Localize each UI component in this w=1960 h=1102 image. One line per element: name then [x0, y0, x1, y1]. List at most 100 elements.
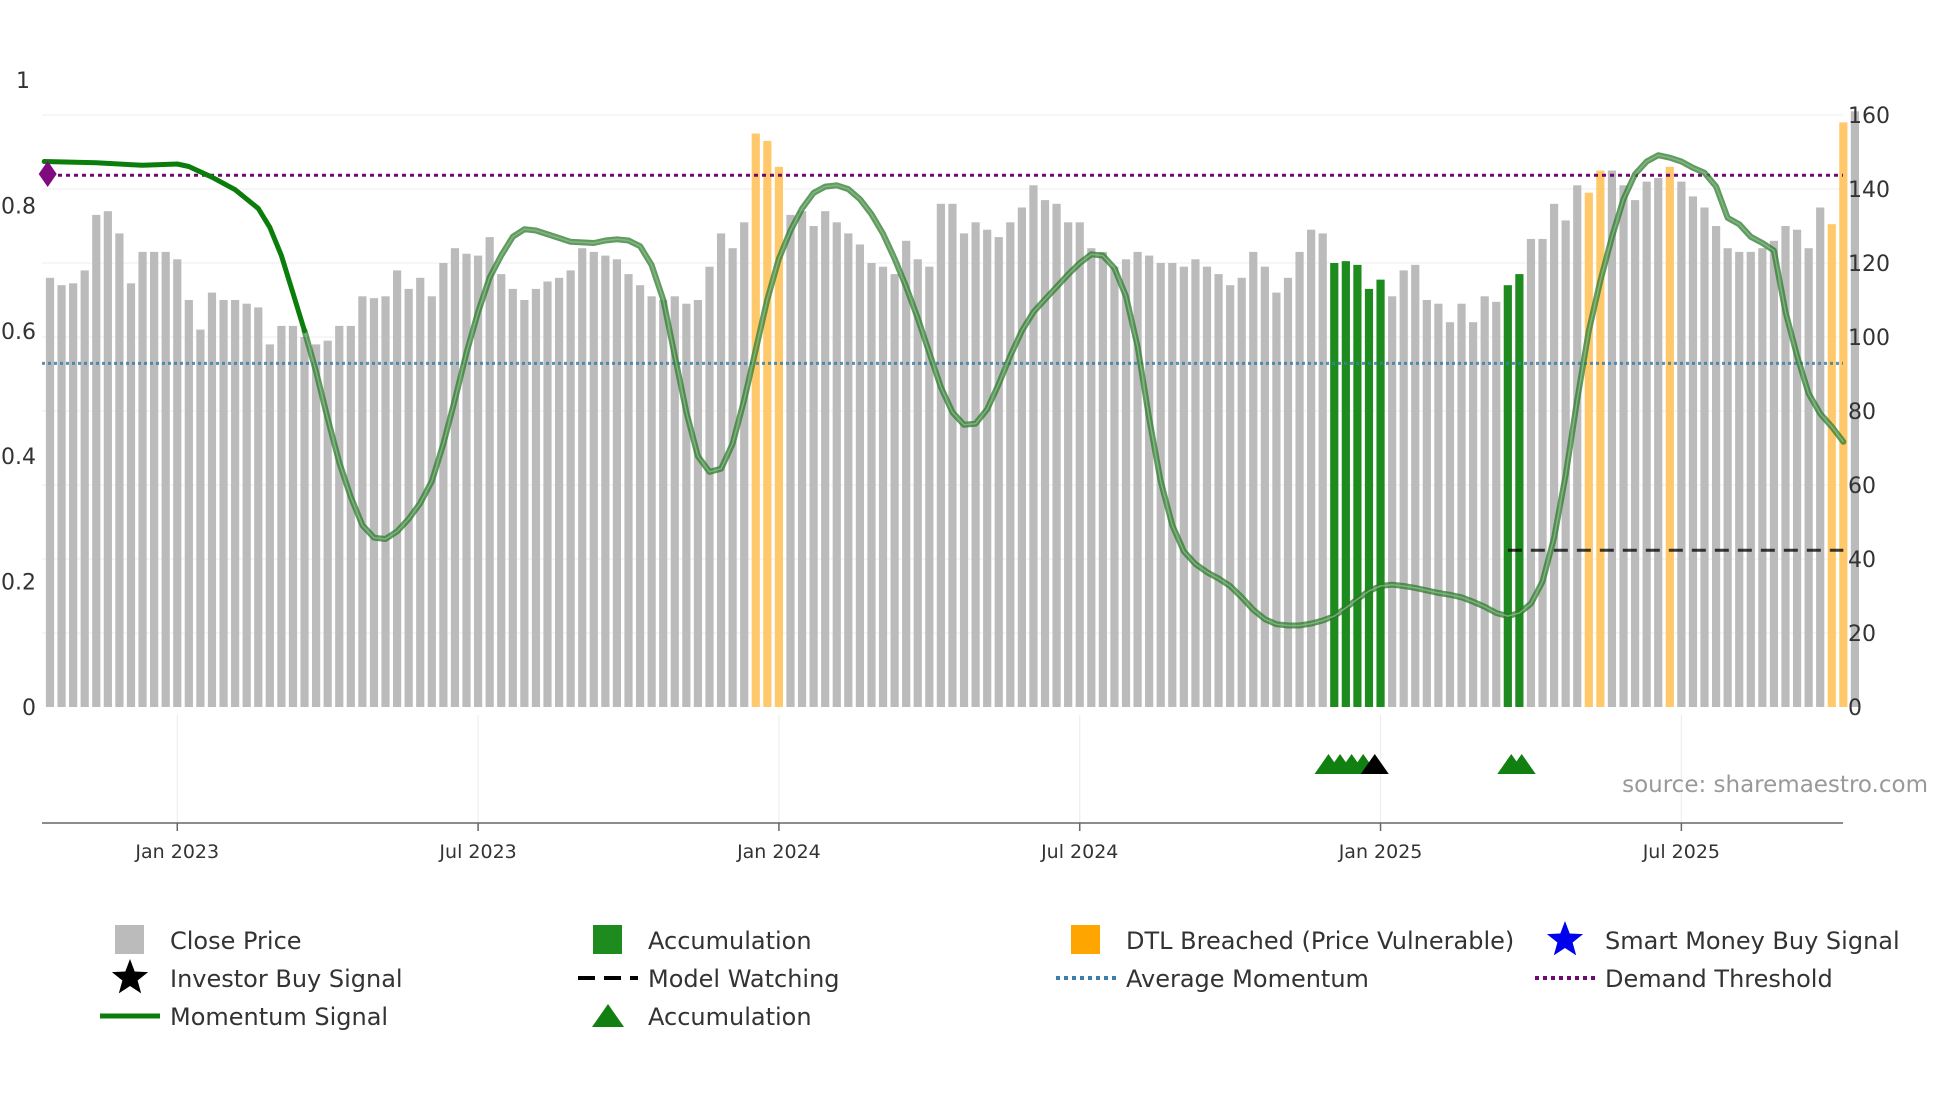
close-price-bar [1202, 266, 1212, 707]
close-price-bar [80, 270, 89, 707]
signal-markers [38, 161, 1536, 774]
close-price-bar [1723, 248, 1732, 707]
close-price-bar [1110, 266, 1119, 707]
close-price-bar [1781, 226, 1790, 707]
close-price-bar [1735, 251, 1744, 707]
legend-label: Investor Buy Signal [170, 965, 403, 993]
close-price-bar [1434, 303, 1443, 707]
close-price-bar [92, 214, 101, 707]
accumulation-bar [1515, 274, 1524, 707]
legend-triangle-icon [592, 1004, 624, 1027]
close-price-bar [925, 266, 934, 707]
close-price-bar [1816, 207, 1825, 707]
close-price-bar [612, 259, 622, 707]
close-price-bar [115, 233, 124, 707]
close-price-bar [497, 274, 506, 707]
close-price-bar [1758, 248, 1767, 707]
close-price-bar [1619, 185, 1628, 708]
close-price-bar [1642, 181, 1651, 708]
close-price-bar [1272, 292, 1281, 707]
close-price-bar [1226, 285, 1235, 707]
close-price-bar [1145, 255, 1154, 707]
close-price-bar [647, 296, 656, 707]
close-price-bar [1388, 296, 1397, 707]
dtl-breached-bar [1584, 192, 1593, 707]
dtl-breached-bar [1665, 166, 1674, 708]
legend-item: Average Momentum [1056, 965, 1369, 993]
close-price-bar [103, 211, 112, 707]
close-price-bar [1017, 207, 1026, 707]
close-price-bar [207, 292, 217, 707]
close-price-bar [288, 325, 298, 707]
indicator-lines [41, 152, 1847, 629]
accumulation-marker [1507, 754, 1536, 774]
close-price-bar [335, 325, 344, 707]
legend-label: Momentum Signal [170, 1003, 388, 1031]
right-tick-label: 40 [1848, 548, 1876, 573]
close-price-bar [578, 248, 587, 707]
close-price-bar [959, 233, 969, 707]
close-price-bar [936, 203, 945, 708]
close-price-bar [844, 233, 853, 707]
close-price-bar [878, 266, 888, 707]
close-price-bar [601, 255, 610, 707]
close-price-bar [1121, 259, 1131, 707]
close-price-bar [624, 274, 633, 707]
close-price-bar [1411, 264, 1420, 707]
right-tick-label: 80 [1848, 400, 1876, 425]
close-price-bar [1538, 238, 1547, 707]
right-tick-label: 160 [1848, 104, 1890, 129]
close-price-bar [427, 296, 436, 707]
legend-label: Average Momentum [1126, 965, 1369, 993]
close-price-bar [682, 303, 691, 707]
close-price-bar [231, 300, 240, 707]
close-price-bar [797, 211, 807, 707]
legend-item: Model Watching [578, 965, 840, 993]
close-price-bar [740, 222, 749, 708]
legend-item: Close Price [115, 925, 302, 955]
close-price-bar [867, 263, 876, 707]
axes: 0 0.2 0.4 0.6 0.8 1 0 20 40 60 80 100 120 140 160 Jan 2… [1, 69, 1890, 863]
legend-star-icon [111, 959, 149, 994]
close-price-bar [265, 344, 274, 707]
legend-item: Accumulation [592, 1003, 812, 1031]
start-marker [38, 161, 57, 188]
close-price-bar [300, 337, 309, 707]
close-price-bar [277, 325, 286, 707]
close-price-bar [1792, 229, 1802, 707]
accumulation-bar [1376, 279, 1385, 707]
legend-item: Momentum Signal [100, 1003, 388, 1031]
close-price-bar [1711, 226, 1721, 707]
close-price-bar [809, 226, 818, 707]
legend-square-icon [593, 925, 622, 954]
close-price-bar [994, 237, 1003, 707]
accumulation-bar [1503, 285, 1512, 707]
close-price-bar [1492, 301, 1501, 707]
close-price-bar [1573, 185, 1582, 708]
left-tick-label: 0.4 [1, 445, 36, 470]
close-price-bar [242, 303, 251, 707]
accumulation-bar [1353, 264, 1362, 707]
close-price-bar [473, 255, 483, 707]
close-price-bar [1630, 200, 1640, 707]
close-price-bar [786, 214, 795, 707]
close-price-bar [126, 283, 136, 707]
left-tick-label: 0.6 [1, 320, 36, 345]
close-price-bar [832, 222, 841, 708]
close-price-bar [1168, 263, 1177, 707]
close-price-bar [1850, 111, 1860, 708]
close-price-bar [1295, 251, 1304, 707]
close-price-bar [1006, 222, 1015, 708]
x-tick-label: Jul 2024 [1040, 841, 1118, 863]
right-tick-label: 20 [1848, 622, 1876, 647]
close-price-bar [346, 325, 355, 707]
close-price-bar [1469, 322, 1478, 707]
close-price-bar [728, 248, 737, 707]
left-tick-label: 0.8 [1, 194, 36, 219]
close-price-bar [1098, 251, 1107, 707]
close-price-bar [485, 237, 494, 707]
legend-label: Close Price [170, 927, 302, 955]
x-tick-label: Jan 2025 [1338, 841, 1423, 863]
close-price-bar [1087, 248, 1096, 707]
